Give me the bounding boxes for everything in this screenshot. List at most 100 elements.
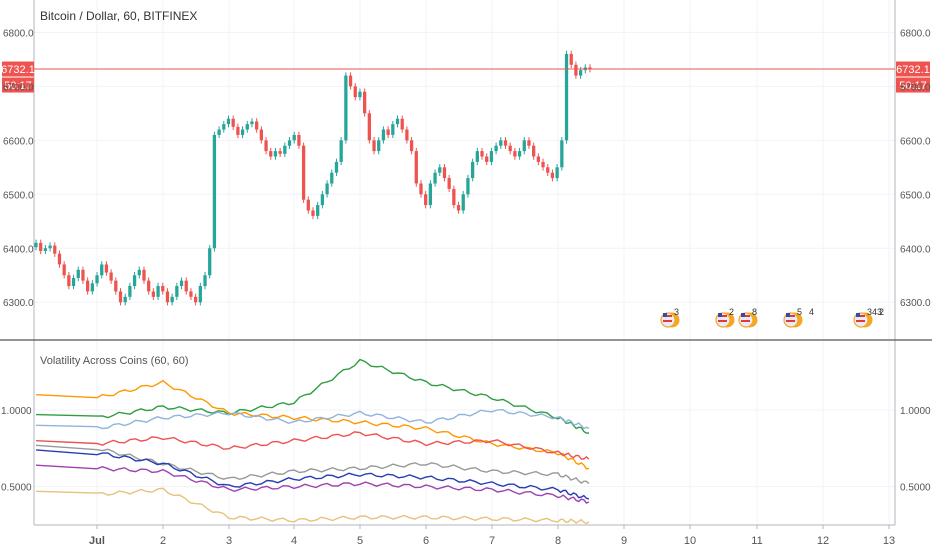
candle (353, 83, 357, 101)
candle (320, 191, 325, 209)
candle (316, 201, 320, 220)
candle-body (344, 75, 348, 141)
price-tick-left: 6300.0 (3, 298, 34, 309)
volatility-series-line (35, 464, 590, 504)
event-count-label: 3 (674, 307, 679, 317)
candle-body (527, 140, 531, 146)
left-price-label: 6732.1 (1, 64, 35, 76)
candle (292, 131, 296, 144)
candle (278, 147, 282, 158)
candle-body (409, 140, 414, 152)
candle-body (118, 291, 123, 303)
candle (377, 137, 381, 155)
candle (273, 147, 278, 160)
candle (71, 274, 76, 290)
flag-stripe (856, 315, 865, 317)
volatility-series-line (35, 358, 590, 434)
candle (203, 272, 207, 290)
candle (255, 118, 259, 133)
candle (95, 272, 99, 287)
candle (90, 280, 94, 295)
candle-body (508, 145, 512, 152)
candle (67, 272, 71, 290)
candle-body (259, 129, 263, 141)
candle (574, 61, 578, 79)
flag-stripe (856, 320, 865, 322)
candle-body (170, 296, 174, 303)
candle-body (43, 248, 48, 251)
event-count-label: 343 (867, 307, 882, 317)
time-tick-label: 6 (423, 535, 429, 547)
candle (334, 158, 339, 176)
candle (142, 266, 146, 284)
candle-body (297, 134, 301, 146)
time-tick-label: 12 (817, 535, 829, 547)
left-price-axis[interactable]: 6800.0 6700.0 6600.0 6500.0 6400.0 6300.0 1.00… (1, 28, 34, 493)
candle-body (555, 167, 559, 179)
price-tick-left: 6400.0 (3, 244, 34, 255)
right-price-axis[interactable]: 6800.0 6700.0 6600.0 6500.0 6400.0 6300.0 1.00… (900, 28, 931, 493)
candle (381, 126, 386, 144)
candle-body (128, 286, 132, 297)
candle (419, 180, 423, 198)
candle (189, 288, 193, 301)
candle-body (203, 275, 207, 287)
candle (536, 153, 540, 166)
flag-stripe (741, 315, 750, 317)
candle-body (424, 194, 428, 206)
candle-body (503, 140, 508, 146)
price-tick-left: 6600.0 (3, 136, 34, 147)
candle (395, 115, 400, 128)
candle-body (550, 172, 555, 179)
candle-body (264, 140, 268, 152)
candle-body (325, 183, 329, 195)
event-marker[interactable]: 8 (738, 307, 759, 329)
candle-body (301, 145, 306, 200)
event-marker[interactable]: 3 (660, 307, 681, 329)
candle-body (193, 296, 198, 303)
time-tick-label: 4 (291, 535, 297, 547)
candle (245, 120, 249, 133)
candle (344, 72, 348, 144)
candles (34, 50, 592, 306)
candle-body (564, 53, 569, 141)
candle (259, 126, 263, 144)
candle (372, 137, 376, 155)
candle (297, 131, 301, 149)
candle (114, 277, 118, 295)
main-chart-title: Bitcoin / Dollar, 60, BITFINEX (40, 9, 197, 23)
candle (81, 266, 85, 284)
candle (541, 158, 545, 171)
candle (438, 164, 442, 176)
right-countdown-bg (896, 77, 930, 93)
candle-body (353, 86, 357, 98)
time-axis[interactable]: Jul 2 3 4 5 6 7 8 9 10 11 12 13 (89, 525, 895, 547)
candle-body (39, 242, 43, 251)
candle-body (86, 280, 90, 292)
candle (175, 282, 179, 301)
candle-body (132, 275, 137, 287)
candle-body (278, 151, 282, 154)
candle-body (311, 210, 315, 216)
candle-body (165, 291, 170, 303)
candle-body (208, 248, 212, 276)
candle-body (480, 151, 484, 157)
time-tick-label: 3 (226, 535, 232, 547)
candle (165, 288, 170, 306)
event-marker[interactable]: 2 (715, 307, 736, 329)
candle-body (81, 269, 85, 281)
candle-body (377, 140, 381, 152)
price-tick-right: 6300.0 (900, 298, 931, 309)
candle-body (499, 140, 503, 146)
time-tick-label: 5 (357, 535, 363, 547)
time-tick-label: 10 (684, 535, 696, 547)
candle (461, 191, 465, 214)
candle-body (522, 140, 526, 152)
candle-body (123, 296, 127, 303)
candle (400, 115, 404, 133)
candle (550, 169, 555, 182)
flag-canton (786, 313, 790, 317)
